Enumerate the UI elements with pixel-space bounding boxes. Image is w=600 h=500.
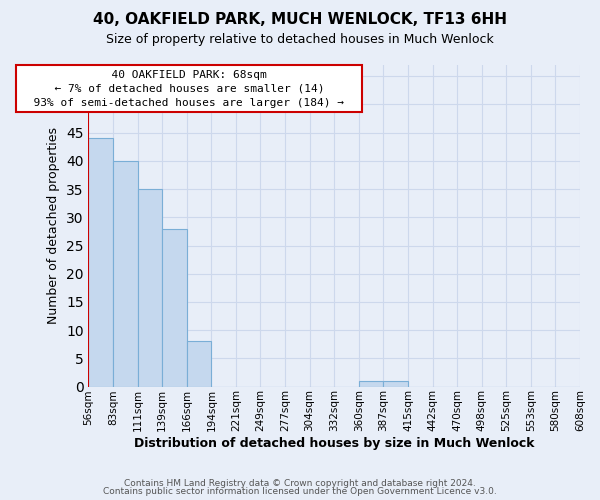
Bar bbox=[137, 189, 162, 386]
Text: Size of property relative to detached houses in Much Wenlock: Size of property relative to detached ho… bbox=[106, 32, 494, 46]
Y-axis label: Number of detached properties: Number of detached properties bbox=[47, 128, 61, 324]
Text: 40 OAKFIELD PARK: 68sqm  
  ← 7% of detached houses are smaller (14)  
  93% of : 40 OAKFIELD PARK: 68sqm ← 7% of detached… bbox=[20, 70, 358, 108]
Bar bbox=[359, 381, 383, 386]
Bar bbox=[383, 381, 408, 386]
Bar bbox=[162, 228, 187, 386]
Bar bbox=[187, 342, 211, 386]
Text: 40, OAKFIELD PARK, MUCH WENLOCK, TF13 6HH: 40, OAKFIELD PARK, MUCH WENLOCK, TF13 6H… bbox=[93, 12, 507, 28]
Bar bbox=[88, 138, 113, 386]
Text: Contains public sector information licensed under the Open Government Licence v3: Contains public sector information licen… bbox=[103, 487, 497, 496]
Bar bbox=[113, 161, 137, 386]
X-axis label: Distribution of detached houses by size in Much Wenlock: Distribution of detached houses by size … bbox=[134, 437, 535, 450]
Text: Contains HM Land Registry data © Crown copyright and database right 2024.: Contains HM Land Registry data © Crown c… bbox=[124, 478, 476, 488]
